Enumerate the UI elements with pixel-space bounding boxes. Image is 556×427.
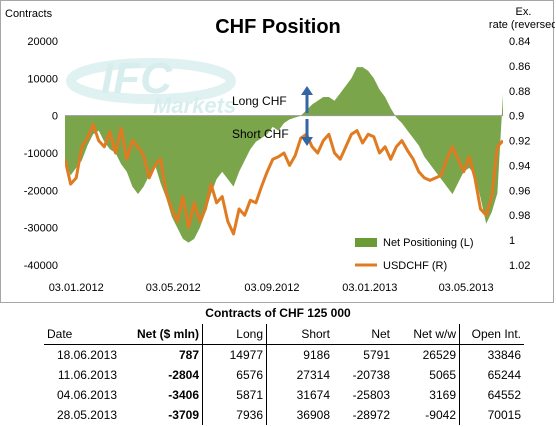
ifc-markets-watermark: IFC Markets (66, 54, 236, 118)
right-axis-tick-label: 1 (509, 235, 515, 247)
annotation-long-chf: Long CHF (232, 94, 287, 108)
table-row: 11.06.2013 -2804 6576 27314 -20738 5065 … (44, 365, 524, 385)
cell-short: 31674 (296, 388, 330, 402)
cell-long: 5871 (202, 385, 267, 405)
chart-plot: IFC Markets 20000 10000 0 -10000 -20000 -3000… (5, 6, 555, 294)
left-axis-tick-label: -40000 (24, 260, 58, 272)
legend-label-net-positioning: Net Positioning (L) (383, 237, 474, 249)
x-axis-tick-label: 03.05.2012 (146, 282, 201, 294)
legend: Net Positioning (L) USDCHF (R) (355, 237, 474, 272)
header-date: Date (44, 324, 120, 345)
legend-label-usdchf: USDCHF (R) (383, 260, 447, 272)
right-axis-title-line2: rate (reversed) (489, 19, 555, 31)
x-axis-tick-label: 03.09.2012 (244, 282, 299, 294)
annotation-short-chf: Short CHF (232, 127, 289, 141)
table-header-row: Date Net ($ mln) Long Short Net Net w/w … (44, 324, 524, 345)
right-axis-tick-label: 0.88 (509, 86, 530, 98)
cell-long: 7936 (202, 405, 267, 425)
watermark-swoosh (66, 58, 236, 104)
cell-open-interest: 64552 (487, 388, 521, 402)
series-net-positioning-area (65, 67, 503, 243)
right-axis-tick-label: 0.98 (509, 210, 530, 222)
position-annotation: Long CHF Short CHF (232, 86, 313, 146)
cell-net-ww: 3169 (393, 385, 460, 405)
cell-net: 5791 (363, 348, 390, 362)
right-axis-tick-label: 0.92 (509, 136, 530, 148)
cell-open-interest: 33846 (487, 348, 521, 362)
annotation-arrowhead-down (301, 137, 313, 146)
chart-frame: IFC Markets 20000 10000 0 -10000 -20000 -3000… (0, 0, 555, 303)
header-long: Long (202, 324, 267, 345)
right-axis-tick-label: 0.94 (509, 160, 530, 172)
table-row: 28.05.2013 -3709 7936 36908 -28972 -9042… (44, 405, 524, 425)
x-axis-tick-label: 03.01.2013 (342, 282, 397, 294)
left-axis-tick-label: 10000 (27, 73, 58, 85)
series-usdchf-line (65, 122, 503, 236)
right-axis-title-line1: Ex. (516, 6, 532, 18)
cell-date: 11.06.2013 (57, 368, 117, 382)
cell-net-usd: -3709 (120, 405, 203, 425)
right-axis-tick-label: 0.86 (509, 61, 530, 73)
cell-net-ww: -9042 (393, 405, 460, 425)
cell-date: 04.06.2013 (56, 388, 117, 402)
left-axis-tick-label: 0 (52, 111, 58, 123)
right-axis-tick-label: 1.02 (509, 260, 530, 272)
cell-net: -25803 (352, 388, 390, 402)
positions-table: Date Net ($ mln) Long Short Net Net w/w … (44, 324, 524, 425)
header-net-usd: Net ($ mln) (120, 324, 203, 345)
left-axis-title: Contracts (5, 8, 53, 20)
cell-net-ww: 26529 (393, 344, 460, 365)
x-axis-tick-label: 03.01.2012 (49, 282, 104, 294)
cell-long: 6576 (202, 365, 267, 385)
cell-date: 18.06.2013 (56, 348, 117, 362)
header-net-ww: Net w/w (393, 324, 460, 345)
right-axis-title: Ex. rate (reversed) (489, 6, 555, 31)
cell-short: 9186 (303, 348, 330, 362)
header-short: Short (266, 324, 333, 345)
annotation-arrowhead-up (301, 86, 313, 95)
table-title: Contracts of CHF 125 000 (205, 306, 351, 320)
legend-swatch-net-positioning (355, 238, 377, 247)
header-open-interest: Open Int. (459, 324, 524, 345)
table-row: 04.06.2013 -3406 5871 31674 -25803 3169 … (44, 385, 524, 405)
cell-net: -20738 (352, 368, 390, 382)
cell-long: 14977 (202, 344, 267, 365)
cell-net: -28972 (352, 408, 390, 422)
cell-short: 27314 (296, 368, 330, 382)
x-axis-tick-label: 03.05.2013 (439, 282, 494, 294)
chart-title: CHF Position (215, 16, 341, 38)
cell-net-usd: -2804 (120, 365, 203, 385)
left-axis-tick-label: -10000 (24, 148, 58, 160)
cell-short: 36908 (296, 408, 330, 422)
watermark-sub-text: Markets (153, 93, 236, 118)
cell-open-interest: 65244 (487, 368, 521, 382)
table-row: 18.06.2013 787 14977 9186 5791 26529 338… (44, 344, 524, 365)
cell-open-interest: 70015 (487, 408, 521, 422)
cell-net-usd: -3406 (120, 385, 203, 405)
header-net: Net (333, 324, 393, 345)
right-axis-tick-label: 0.84 (509, 36, 530, 48)
right-axis-tick-label: 0.96 (509, 185, 530, 197)
cell-date: 28.05.2013 (56, 408, 117, 422)
left-axis-tick-label: -20000 (24, 185, 58, 197)
watermark-logo-text: IFC (101, 54, 173, 103)
right-axis-tick-label: 0.9 (509, 111, 524, 123)
cell-net-usd: 787 (120, 344, 203, 365)
left-axis-tick-label: 20000 (27, 36, 58, 48)
cell-net-ww: 5065 (393, 365, 460, 385)
left-axis-tick-label: -30000 (24, 223, 58, 235)
